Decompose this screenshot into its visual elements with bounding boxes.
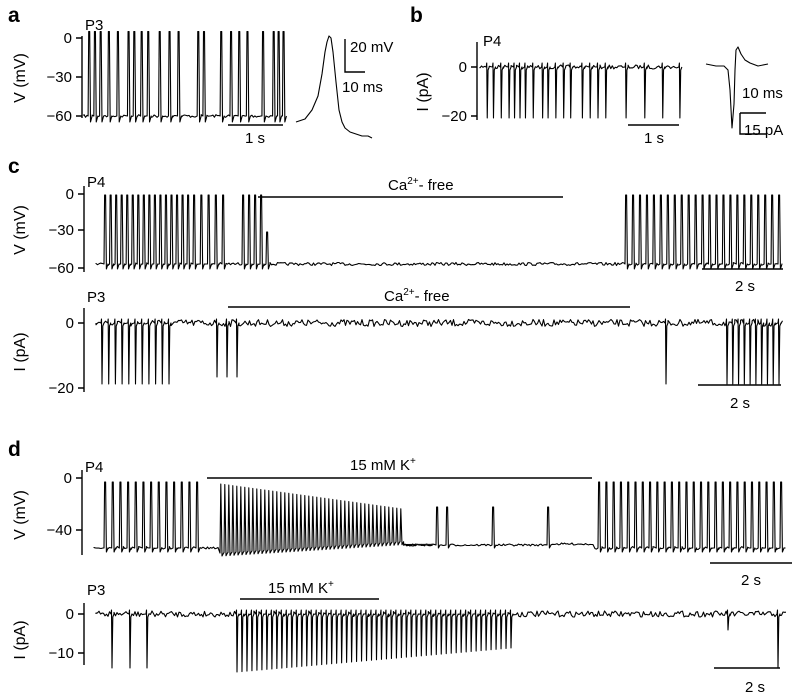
y-tick-d-current-1: −10 <box>49 645 74 662</box>
y-axis-d-current <box>78 603 85 665</box>
y-axis-a <box>76 36 83 118</box>
recording-label-a: P3 <box>85 17 103 34</box>
inset-scale-x-a: 10 ms <box>342 79 383 96</box>
y-tick-d-voltage-0: 0 <box>64 470 72 487</box>
condition-label-c-voltage: Ca2+- free <box>388 176 454 194</box>
y-tick-a-1: −30 <box>47 69 72 86</box>
panel-label-b: b <box>410 4 423 27</box>
y-axis-label-d-current: I (pA) <box>12 620 29 659</box>
y-tick-d-current-0: 0 <box>66 606 74 623</box>
y-axis-label-a: V (mV) <box>12 53 29 103</box>
trace-b <box>479 62 683 119</box>
inset-current-spike <box>705 46 769 129</box>
trace-c-current <box>95 318 783 385</box>
y-tick-a-0: 0 <box>64 30 72 47</box>
y-axis-label-c-current: I (pA) <box>12 332 29 371</box>
y-axis-c-voltage <box>78 186 85 272</box>
y-tick-b-0: 0 <box>459 59 467 76</box>
y-axis-b <box>471 42 478 120</box>
inset-scale-y-a: 20 mV <box>350 39 393 56</box>
panel-label-c: c <box>8 155 20 178</box>
y-axis-label-d-voltage: V (mV) <box>12 490 29 540</box>
y-axis-label-c-voltage: V (mV) <box>12 205 29 255</box>
recording-label-d-current: P3 <box>87 582 105 599</box>
recording-label-c-voltage: P4 <box>87 174 105 191</box>
inset-scale-x-b: 10 ms <box>742 85 783 102</box>
y-tick-b-1: −20 <box>442 108 467 125</box>
inset-action-potential <box>295 35 373 139</box>
scale-bar-label-c-current: 2 s <box>730 395 750 412</box>
y-tick-a-2: −60 <box>47 108 72 125</box>
y-tick-c-current-1: −20 <box>49 380 74 397</box>
recording-label-d-voltage: P4 <box>85 459 103 476</box>
condition-label-c-current: Ca2+- free <box>384 287 450 305</box>
inset-scale-bar-a <box>344 39 365 73</box>
panel-label-a: a <box>8 4 20 27</box>
trace-c-voltage <box>95 194 783 270</box>
y-tick-c-current-0: 0 <box>66 315 74 332</box>
y-tick-c-voltage-0: 0 <box>66 186 74 203</box>
y-tick-c-voltage-1: −30 <box>49 222 74 239</box>
inset-scale-y-b: 15 pA <box>744 122 783 139</box>
scale-bar-label-c-voltage: 2 s <box>735 278 755 295</box>
trace-d-current <box>95 609 787 673</box>
condition-label-d-current: 15 mM K+ <box>268 579 334 597</box>
scale-bar-label-d-voltage: 2 s <box>741 572 761 589</box>
y-axis-label-b: I (pA) <box>415 72 432 111</box>
condition-label-d-voltage: 15 mM K+ <box>350 456 416 474</box>
inset-scale-bar-b <box>739 112 766 135</box>
scale-bar-label-d-current: 2 s <box>745 679 765 696</box>
y-tick-d-voltage-1: −40 <box>47 522 72 539</box>
panel-label-d: d <box>8 438 21 461</box>
trace-d-voltage <box>93 481 786 557</box>
y-axis-d-voltage <box>76 470 83 555</box>
scale-bar-label-a: 1 s <box>245 130 265 147</box>
trace-a <box>83 30 287 123</box>
y-tick-c-voltage-2: −60 <box>49 260 74 277</box>
scale-bar-label-b: 1 s <box>644 130 664 147</box>
recording-label-c-current: P3 <box>87 289 105 306</box>
recording-label-b: P4 <box>483 33 501 50</box>
y-axis-c-current <box>78 308 85 392</box>
